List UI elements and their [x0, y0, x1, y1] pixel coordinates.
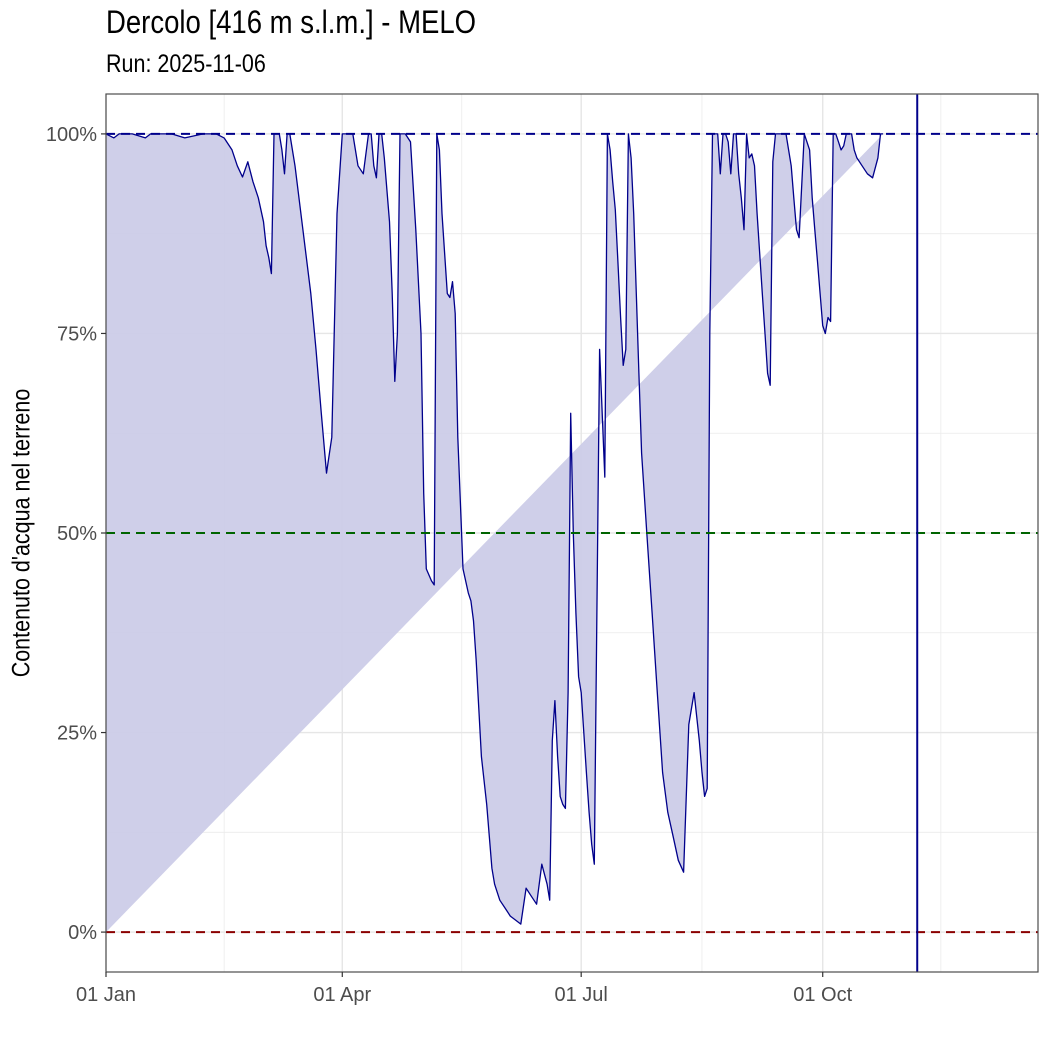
- chart-subtitle: Run: 2025-11-06: [106, 50, 266, 78]
- y-tick-label: 75%: [57, 323, 97, 345]
- x-tick-label: 01 Jan: [76, 984, 136, 1006]
- chart-title: Dercolo [416 m s.l.m.] - MELO: [106, 4, 477, 40]
- y-tick-label: 25%: [57, 723, 97, 745]
- x-tick-label: 01 Apr: [313, 984, 371, 1006]
- y-tick-label: 0%: [68, 922, 97, 944]
- x-tick-label: 01 Oct: [793, 984, 852, 1006]
- y-tick-label: 50%: [57, 523, 97, 545]
- series-area: [106, 133, 884, 933]
- series-line: [105, 133, 884, 925]
- x-tick-label: 01 Jul: [555, 984, 608, 1006]
- y-tick-label: 100%: [46, 124, 97, 146]
